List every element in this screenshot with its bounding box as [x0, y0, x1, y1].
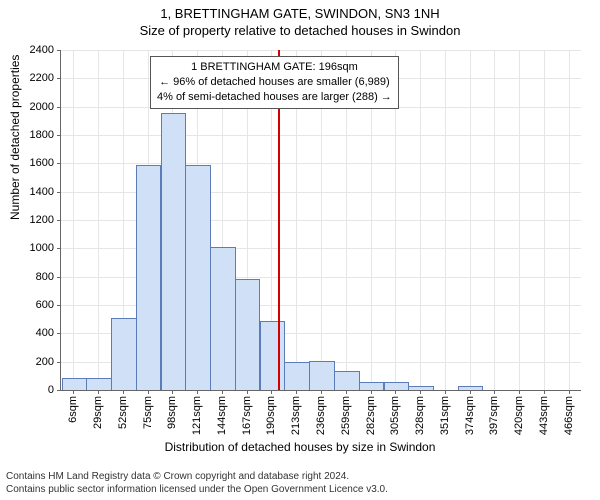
y-tick-label: 1000	[14, 242, 54, 254]
x-tick-label: 351sqm	[439, 396, 451, 435]
x-axis-label: Distribution of detached houses by size …	[0, 440, 600, 454]
x-tick-label: 121sqm	[191, 396, 203, 435]
footer: Contains HM Land Registry data © Crown c…	[6, 471, 388, 496]
y-tick-label: 0	[14, 384, 54, 396]
annotation-line: ← 96% of detached houses are smaller (6,…	[157, 75, 392, 90]
x-tick-label: 6sqm	[67, 396, 79, 423]
x-tick-label: 190sqm	[265, 396, 277, 435]
x-tick-label: 305sqm	[389, 396, 401, 435]
histogram-bar	[136, 165, 162, 390]
y-tick-label: 800	[14, 271, 54, 283]
y-tick-label: 1800	[14, 129, 54, 141]
x-tick-label: 144sqm	[216, 396, 228, 435]
annotation-box: 1 BRETTINGHAM GATE: 196sqm ← 96% of deta…	[150, 56, 399, 109]
plot-area: 6sqm29sqm52sqm75sqm98sqm121sqm144sqm167s…	[60, 50, 580, 390]
y-tick-label: 200	[14, 356, 54, 368]
x-tick-label: 328sqm	[414, 396, 426, 435]
chart-subtitle: Size of property relative to detached ho…	[0, 21, 600, 38]
x-tick-label: 466sqm	[563, 396, 575, 435]
histogram-bar	[260, 321, 286, 390]
histogram-bar	[334, 371, 360, 390]
x-tick-label: 374sqm	[464, 396, 476, 435]
y-tick-label: 1600	[14, 157, 54, 169]
chart-title: 1, BRETTINGHAM GATE, SWINDON, SN3 1NH	[0, 0, 600, 21]
histogram-bar	[111, 318, 137, 390]
histogram-bar	[161, 113, 187, 390]
footer-line: Contains HM Land Registry data © Crown c…	[6, 471, 388, 484]
footer-line: Contains public sector information licen…	[6, 484, 388, 497]
x-tick-label: 52sqm	[117, 396, 129, 429]
x-tick-label: 420sqm	[513, 396, 525, 435]
x-tick-label: 167sqm	[241, 396, 253, 435]
histogram-bar	[309, 361, 335, 390]
histogram-bar	[458, 386, 484, 390]
y-tick-label: 1400	[14, 186, 54, 198]
y-tick-label: 400	[14, 327, 54, 339]
chart-container: 1, BRETTINGHAM GATE, SWINDON, SN3 1NH Si…	[0, 0, 600, 500]
histogram-bar	[284, 362, 310, 390]
x-tick-label: 282sqm	[365, 396, 377, 435]
x-tick-label: 259sqm	[340, 396, 352, 435]
histogram-bar	[210, 247, 236, 390]
histogram-bar	[408, 386, 434, 390]
histogram-bar	[235, 279, 261, 391]
x-tick-label: 213sqm	[290, 396, 302, 435]
x-tick-label: 236sqm	[315, 396, 327, 435]
x-tick-label: 397sqm	[488, 396, 500, 435]
y-tick-label: 2400	[14, 44, 54, 56]
annotation-line: 1 BRETTINGHAM GATE: 196sqm	[157, 60, 392, 75]
y-tick-label: 2200	[14, 72, 54, 84]
histogram-bar	[359, 382, 385, 390]
x-tick-label: 29sqm	[92, 396, 104, 429]
histogram-bar	[62, 378, 88, 390]
y-tick-label: 2000	[14, 101, 54, 113]
y-tick-label: 1200	[14, 214, 54, 226]
x-tick-label: 98sqm	[166, 396, 178, 429]
y-tick-label: 600	[14, 299, 54, 311]
histogram-bar	[86, 378, 112, 390]
histogram-bar	[384, 382, 410, 390]
x-tick-label: 75sqm	[142, 396, 154, 429]
x-tick-label: 443sqm	[538, 396, 550, 435]
histogram-bar	[185, 165, 211, 390]
annotation-line: 4% of semi-detached houses are larger (2…	[157, 90, 392, 105]
